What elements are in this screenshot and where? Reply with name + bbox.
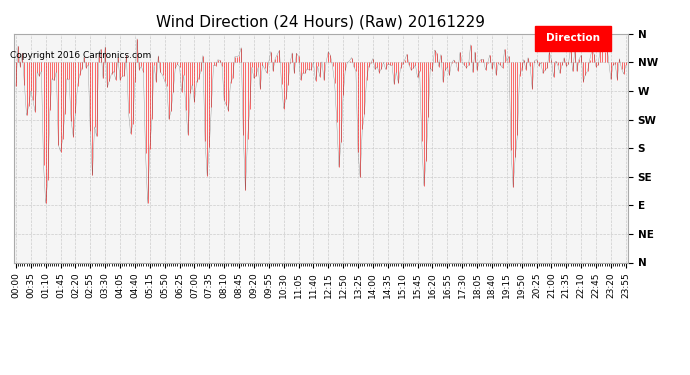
Text: Copyright 2016 Cartronics.com: Copyright 2016 Cartronics.com — [10, 51, 152, 60]
Text: Direction: Direction — [546, 33, 600, 44]
Title: Wind Direction (24 Hours) (Raw) 20161229: Wind Direction (24 Hours) (Raw) 20161229 — [157, 15, 485, 30]
